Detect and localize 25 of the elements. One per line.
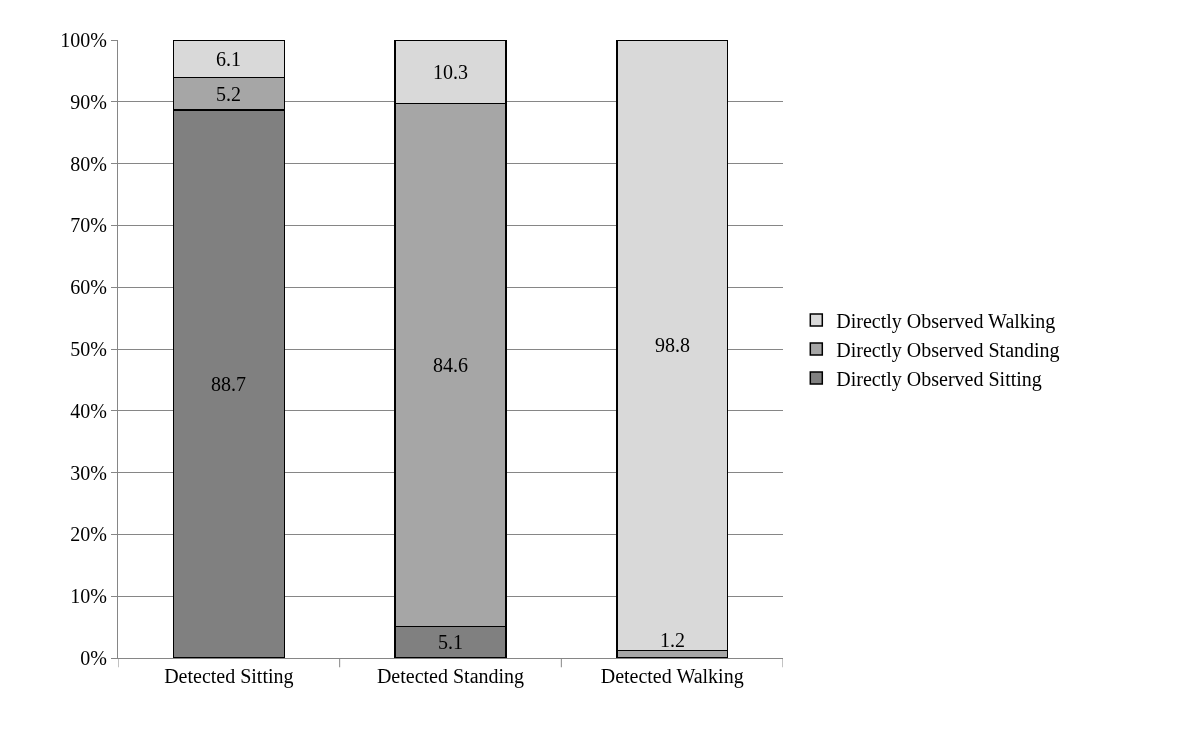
data-label: 5.2 (216, 83, 241, 105)
data-label: 5.1 (438, 631, 463, 653)
data-label: 88.7 (211, 373, 246, 395)
x-tick-label: Detected Standing (376, 665, 525, 688)
y-tick-label: 40% (70, 399, 107, 422)
y-tick-label: 80% (70, 152, 107, 175)
legend-label: Directly Observed Sitting (836, 367, 1042, 391)
legend-label: Directly Observed Standing (836, 338, 1060, 362)
x-tick-label: Detected Sitting (164, 665, 294, 688)
y-tick-label: 60% (70, 276, 107, 299)
y-tick-label: 0% (80, 647, 107, 669)
y-tick-label: 30% (70, 461, 107, 484)
data-label: 10.3 (433, 61, 468, 83)
y-tick-label: 10% (70, 585, 107, 608)
y-tick-label: 20% (70, 523, 107, 546)
data-label: 84.6 (433, 354, 468, 376)
y-tick-label: 90% (70, 90, 107, 113)
data-label: 6.1 (216, 48, 241, 70)
y-tick-label: 70% (70, 214, 107, 237)
legend-label: Directly Observed Walking (836, 309, 1056, 333)
data-label: 1.2 (660, 629, 685, 651)
data-label: 98.8 (655, 334, 690, 356)
x-tick-label: Detected Walking (600, 665, 744, 688)
y-tick-label: 100% (60, 29, 107, 51)
y-tick-label: 50% (70, 338, 107, 360)
